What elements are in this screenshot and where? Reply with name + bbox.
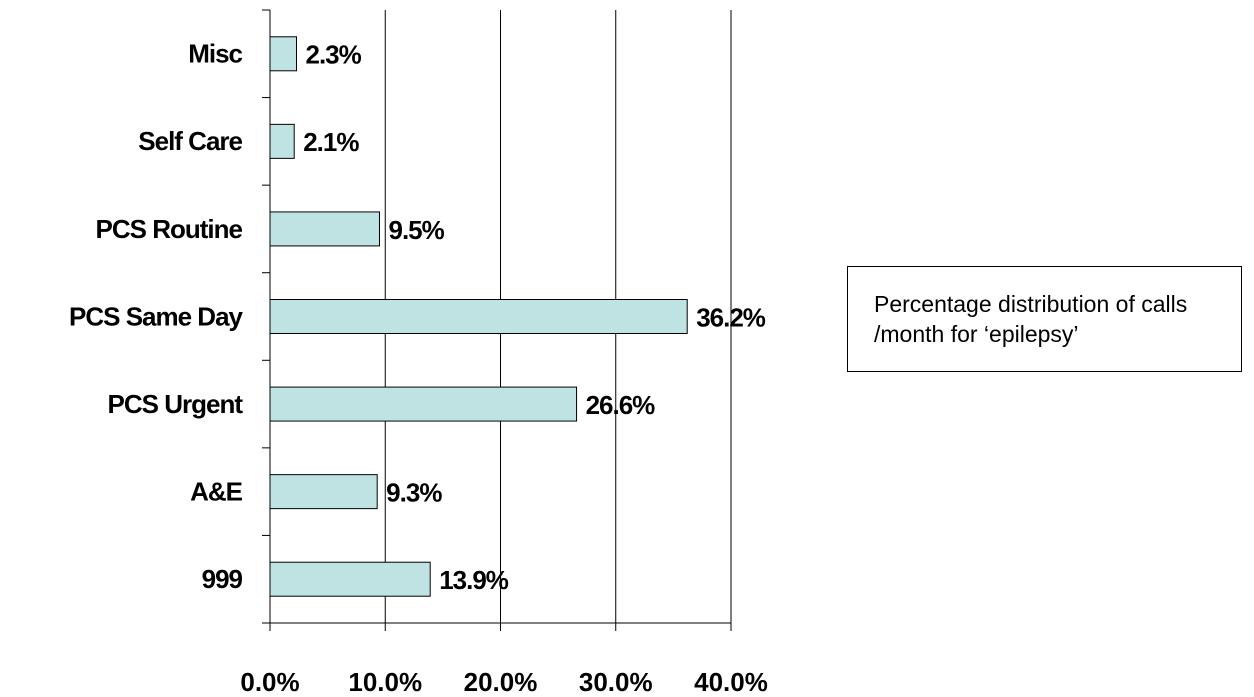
bar <box>269 36 298 72</box>
value-label: 26.6% <box>586 390 656 420</box>
x-tick-label: 10.0% <box>348 667 422 697</box>
y-tick-label: PCS Same Day <box>69 301 244 331</box>
value-label: 9.3% <box>386 478 442 508</box>
y-tick-label: A&E <box>190 477 243 507</box>
x-tick-label: 40.0% <box>694 667 768 697</box>
bar <box>269 561 431 597</box>
x-tick-label: 30.0% <box>579 667 653 697</box>
y-tick-label: Self Care <box>138 126 242 156</box>
bar <box>269 386 578 422</box>
value-label: 2.1% <box>303 127 359 157</box>
bar <box>269 123 295 159</box>
y-tick-label: 999 <box>202 564 243 594</box>
bar <box>269 474 378 510</box>
value-label: 9.5% <box>388 215 444 245</box>
x-tick-label: 20.0% <box>464 667 538 697</box>
y-tick-label: PCS Routine <box>96 214 243 244</box>
annotation-box: Percentage distribution of calls /month … <box>847 266 1242 372</box>
value-label: 2.3% <box>306 40 362 70</box>
y-tick-label: PCS Urgent <box>108 389 244 419</box>
value-label: 36.2% <box>696 302 766 332</box>
bar <box>269 299 688 334</box>
value-label: 13.9% <box>439 565 509 595</box>
x-tick-label: 0.0% <box>240 667 299 697</box>
y-tick-label: Misc <box>188 39 242 69</box>
bar <box>269 211 380 247</box>
